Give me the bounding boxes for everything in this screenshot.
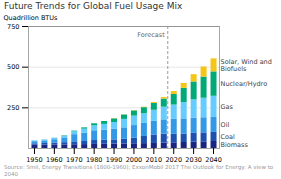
svg-text:2000: 2000 [126,156,143,164]
svg-text:2030: 2030 [185,156,202,164]
html-text:Source: Smil, Energy Transitio: Source: Smil, Energy Transitions (1800-1… [4,164,274,177]
svg-text:Oil: Oil [221,121,230,129]
svg-text:1960: 1960 [46,156,63,164]
svg-text:Quadrillion BTUs: Quadrillion BTUs [4,14,59,22]
html-text:Future Trends for Global Fuel: Future Trends for Global Fuel Usage Mix [4,1,183,11]
svg-text:Nuclear/Hydro: Nuclear/Hydro [221,80,268,88]
svg-text:750: 750 [7,23,19,31]
svg-text:Solar, Wind andBiofuels: Solar, Wind andBiofuels [221,58,272,73]
svg-text:1970: 1970 [66,156,83,164]
svg-text:250: 250 [7,104,19,112]
svg-text:2040: 2040 [205,156,222,164]
svg-text:1990: 1990 [106,156,123,164]
svg-text:1950: 1950 [26,156,43,164]
svg-text:500: 500 [7,63,19,71]
svg-text:2020: 2020 [165,156,182,164]
svg-text:Coal: Coal [221,133,235,141]
svg-text:Gas: Gas [221,103,234,111]
svg-text:Biomass: Biomass [221,141,249,149]
svg-text:2010: 2010 [146,156,163,164]
svg-text:1980: 1980 [86,156,103,164]
svg-text:Forecast: Forecast [137,31,165,39]
